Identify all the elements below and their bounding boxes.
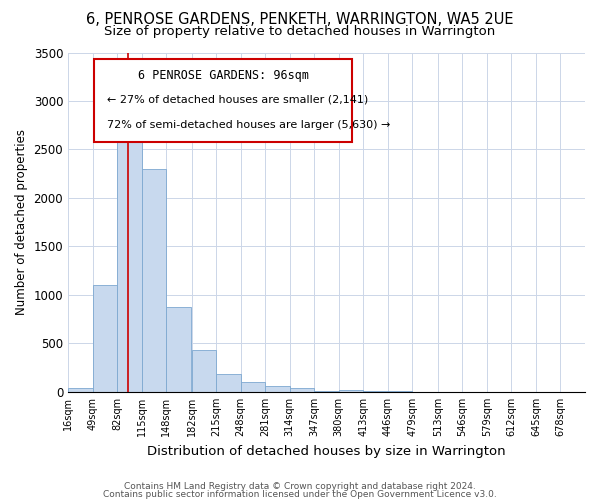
Text: ← 27% of detached houses are smaller (2,141): ← 27% of detached houses are smaller (2,… [107, 95, 368, 105]
Text: Contains public sector information licensed under the Open Government Licence v3: Contains public sector information licen… [103, 490, 497, 499]
FancyBboxPatch shape [94, 60, 352, 142]
Text: Contains HM Land Registry data © Crown copyright and database right 2024.: Contains HM Land Registry data © Crown c… [124, 482, 476, 491]
Text: Size of property relative to detached houses in Warrington: Size of property relative to detached ho… [104, 25, 496, 38]
Bar [191, 350, 216, 392]
Text: 72% of semi-detached houses are larger (5,630) →: 72% of semi-detached houses are larger (… [107, 120, 390, 130]
Text: 6 PENROSE GARDENS: 96sqm: 6 PENROSE GARDENS: 96sqm [137, 70, 308, 82]
Bar [166, 306, 191, 392]
Bar [290, 388, 314, 392]
Y-axis label: Number of detached properties: Number of detached properties [15, 129, 28, 315]
Text: 6, PENROSE GARDENS, PENKETH, WARRINGTON, WA5 2UE: 6, PENROSE GARDENS, PENKETH, WARRINGTON,… [86, 12, 514, 28]
Bar [216, 374, 241, 392]
Bar [142, 169, 166, 392]
Bar [92, 286, 117, 392]
Bar [241, 382, 265, 392]
Bar [265, 386, 290, 392]
X-axis label: Distribution of detached houses by size in Warrington: Distribution of detached houses by size … [147, 444, 506, 458]
Bar [339, 390, 364, 392]
Bar [117, 125, 142, 392]
Bar [68, 388, 92, 392]
Bar [364, 391, 388, 392]
